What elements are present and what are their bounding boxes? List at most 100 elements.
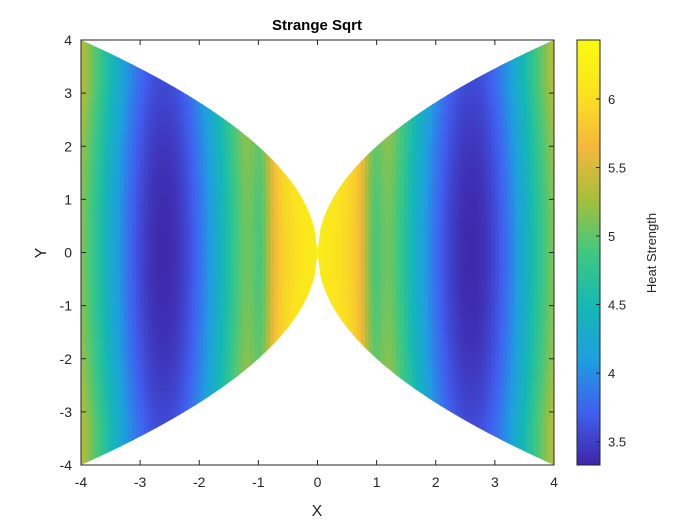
heat-cell bbox=[160, 304, 165, 309]
heat-cell bbox=[109, 342, 114, 347]
heat-cell bbox=[373, 159, 378, 164]
heat-cell bbox=[365, 291, 370, 296]
heat-cell bbox=[109, 414, 114, 419]
heat-cell bbox=[97, 312, 102, 317]
heat-cell bbox=[258, 231, 263, 236]
heat-cell bbox=[105, 219, 110, 224]
heat-cell bbox=[81, 125, 86, 130]
heat-cell bbox=[377, 270, 382, 275]
heat-cell bbox=[247, 159, 252, 164]
heat-cell bbox=[124, 342, 129, 347]
heat-cell bbox=[227, 159, 232, 164]
heat-cell bbox=[128, 444, 133, 449]
heat-cell bbox=[243, 168, 248, 173]
heat-cell bbox=[191, 163, 196, 168]
heat-cell bbox=[89, 129, 94, 134]
heat-cell bbox=[164, 427, 169, 432]
heat-cell bbox=[140, 202, 145, 207]
heat-cell bbox=[215, 112, 220, 117]
heat-cell bbox=[140, 70, 145, 75]
heat-cell bbox=[258, 176, 263, 181]
heat-cell bbox=[270, 206, 275, 211]
heat-cell bbox=[381, 346, 386, 351]
heat-cell bbox=[113, 295, 118, 300]
heat-cell bbox=[187, 138, 192, 143]
heat-cell bbox=[235, 193, 240, 198]
heat-cell bbox=[180, 193, 185, 198]
heat-cell bbox=[172, 104, 177, 109]
heat-cell bbox=[385, 299, 390, 304]
heat-cell bbox=[195, 134, 200, 139]
heat-cell bbox=[105, 457, 110, 462]
heat-cell bbox=[329, 248, 334, 253]
heat-cell bbox=[262, 236, 267, 241]
heat-cell bbox=[258, 244, 263, 249]
heat-cell bbox=[333, 265, 338, 270]
heat-cell bbox=[361, 342, 366, 347]
heat-cell bbox=[132, 431, 137, 436]
heat-cell bbox=[116, 380, 121, 385]
heat-cell bbox=[152, 202, 157, 207]
heat-cell bbox=[168, 397, 173, 402]
heat-cell bbox=[337, 214, 342, 219]
heat-cell bbox=[373, 138, 378, 143]
heat-cell bbox=[101, 380, 106, 385]
heat-cell bbox=[109, 74, 114, 79]
heat-cell bbox=[227, 193, 232, 198]
heat-cell bbox=[227, 333, 232, 338]
heat-cell bbox=[144, 78, 149, 83]
heat-cell bbox=[180, 244, 185, 249]
heat-cell bbox=[168, 312, 173, 317]
heat-cell bbox=[160, 287, 165, 292]
heat-cell bbox=[199, 384, 204, 389]
heat-cell bbox=[156, 231, 161, 236]
heat-cell bbox=[132, 444, 137, 449]
heat-cell bbox=[254, 338, 259, 343]
heat-cell bbox=[101, 410, 106, 415]
heat-cell bbox=[247, 299, 252, 304]
heat-cell bbox=[381, 159, 386, 164]
heat-cell bbox=[164, 253, 169, 258]
heat-cell bbox=[215, 240, 220, 245]
heat-cell bbox=[116, 304, 121, 309]
heat-cell bbox=[369, 316, 374, 321]
heat-cell bbox=[353, 219, 358, 224]
heat-cell bbox=[140, 316, 145, 321]
heat-cell bbox=[180, 197, 185, 202]
heat-cell bbox=[105, 278, 110, 283]
heat-cell bbox=[282, 172, 287, 177]
heat-cell bbox=[148, 231, 153, 236]
heat-cell bbox=[176, 253, 181, 258]
heat-cell bbox=[211, 138, 216, 143]
heat-cell bbox=[329, 236, 334, 241]
heat-cell bbox=[377, 168, 382, 173]
heat-cell bbox=[345, 210, 350, 215]
heat-cell bbox=[105, 257, 110, 262]
heat-cell bbox=[152, 359, 157, 364]
heat-cell bbox=[298, 253, 303, 258]
heat-cell bbox=[385, 138, 390, 143]
heat-cell bbox=[97, 397, 102, 402]
heat-cell bbox=[109, 214, 114, 219]
heat-cell bbox=[152, 193, 157, 198]
heat-cell bbox=[93, 49, 98, 54]
heat-cell bbox=[109, 125, 114, 130]
heat-cell bbox=[109, 70, 114, 75]
heat-cell bbox=[337, 180, 342, 185]
heat-cell bbox=[183, 240, 188, 245]
heat-cell bbox=[120, 380, 125, 385]
heat-cell bbox=[144, 121, 149, 126]
heat-cell bbox=[211, 304, 216, 309]
heat-cell bbox=[290, 206, 295, 211]
heat-cell bbox=[373, 176, 378, 181]
heat-cell bbox=[144, 210, 149, 215]
heat-cell bbox=[81, 66, 86, 71]
heat-cell bbox=[176, 231, 181, 236]
heat-cell bbox=[231, 291, 236, 296]
heat-cell bbox=[180, 138, 185, 143]
heat-cell bbox=[144, 423, 149, 428]
heat-cell bbox=[172, 117, 177, 122]
heat-cell bbox=[337, 278, 342, 283]
heat-cell bbox=[105, 95, 110, 100]
heat-cell bbox=[156, 180, 161, 185]
